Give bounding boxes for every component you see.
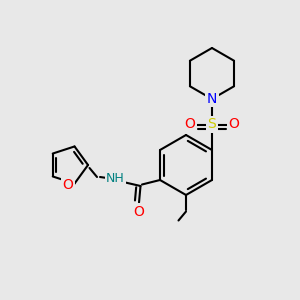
Text: S: S	[208, 118, 216, 131]
Text: N: N	[207, 92, 217, 106]
Text: O: O	[134, 205, 145, 218]
Text: O: O	[228, 118, 239, 131]
Text: O: O	[184, 118, 196, 131]
Text: NH: NH	[106, 172, 125, 185]
Text: O: O	[62, 178, 74, 192]
